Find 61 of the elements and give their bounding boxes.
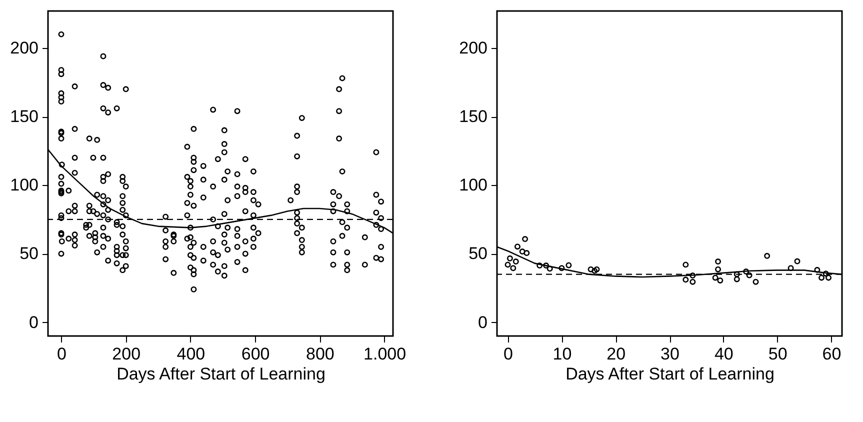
point (818, 274, 825, 281)
point (746, 272, 752, 278)
point (764, 252, 770, 259)
point (682, 262, 689, 268)
point (690, 278, 696, 285)
x-tick-label: 20 (606, 344, 626, 364)
point (752, 278, 759, 285)
point (543, 262, 550, 269)
y-tick-label: 100 (10, 176, 38, 195)
x-axis-title: Days After Start of Learning (566, 364, 774, 384)
point (506, 255, 513, 262)
x-tick-label: 0 (57, 344, 66, 364)
point (682, 276, 689, 283)
point (826, 274, 832, 281)
point (522, 236, 528, 242)
point (536, 262, 543, 269)
x-tick-label: 0 (504, 344, 514, 364)
point (524, 250, 530, 256)
x-tick-label: 1.000 (364, 344, 406, 364)
point (734, 271, 740, 278)
x-tick-label: 400 (176, 344, 206, 364)
y-tick-label: 150 (459, 107, 488, 126)
point (814, 266, 820, 273)
point (715, 266, 722, 272)
y-tick-label: 0 (478, 312, 488, 332)
x-tick-label: 30 (660, 344, 680, 364)
point (690, 272, 696, 279)
y-tick-label: 100 (459, 176, 488, 195)
y-tick-label: 150 (10, 107, 38, 126)
point (743, 268, 750, 275)
point (588, 266, 594, 272)
point (822, 270, 829, 277)
x-tick-label: 10 (552, 344, 572, 364)
point (504, 262, 511, 268)
point (592, 268, 598, 274)
point (546, 266, 553, 272)
x-tick-label: 200 (112, 344, 141, 364)
point (512, 258, 519, 265)
point (510, 265, 516, 272)
x-tick-label: 60 (822, 344, 842, 364)
point (734, 276, 740, 282)
y-tick-label: 200 (459, 38, 488, 58)
x-axis-title: Days After Start of Learning (116, 364, 326, 384)
point (566, 262, 572, 268)
point (712, 274, 718, 281)
y-tick-label: 50 (468, 244, 488, 264)
y-tick-label: 50 (20, 244, 38, 264)
point (594, 266, 600, 272)
x-tick-label: 40 (714, 344, 734, 364)
point (519, 248, 526, 255)
point (558, 265, 565, 272)
x-tick-label: 600 (241, 344, 270, 364)
point (514, 244, 520, 250)
x-tick-label: 50 (768, 344, 788, 364)
point (788, 265, 794, 272)
x-tick-label: 800 (306, 344, 334, 364)
point (715, 258, 722, 265)
point (717, 277, 724, 284)
y-tick-label: 200 (10, 38, 38, 58)
y-tick-label: 0 (29, 312, 38, 332)
point (794, 258, 800, 264)
